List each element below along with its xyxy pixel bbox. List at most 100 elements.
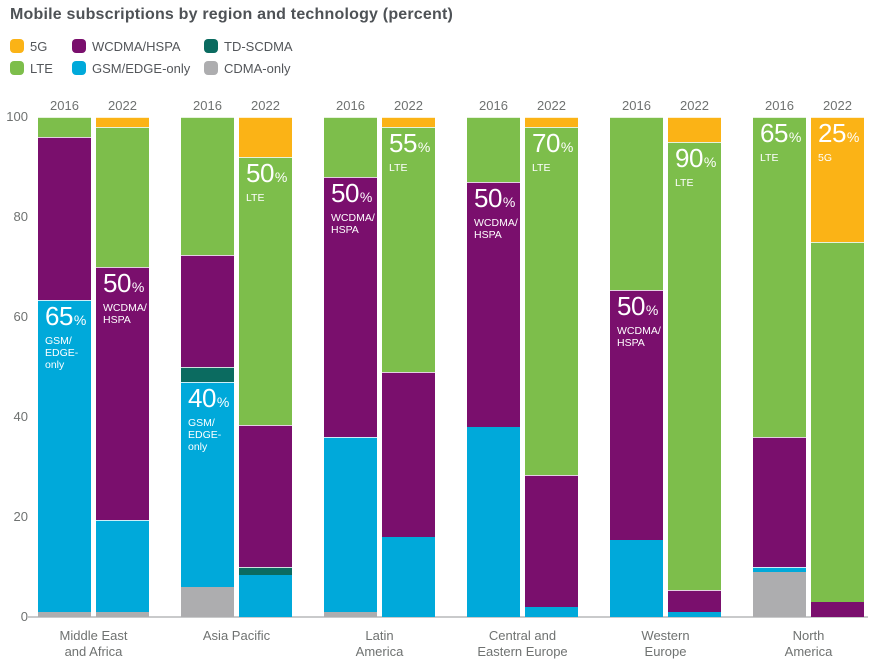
segment-5g — [525, 117, 578, 127]
axis-baseline — [28, 616, 868, 618]
segment-wcdma-hspa — [811, 602, 864, 617]
region-label-western-europe: Western Europe — [641, 628, 690, 659]
segment-lte — [610, 117, 663, 290]
callout-tech: WCDMA/ HSPA — [103, 302, 147, 326]
region-label-asia-pacific: Asia Pacific — [202, 628, 271, 643]
bar-central-and-eastern-europe-2022: 70% LTE — [525, 117, 578, 617]
callout-percent-sign: % — [274, 169, 287, 185]
bar-middle-east-and-africa-2022: 50% WCDMA/ HSPA — [96, 117, 149, 617]
segment-lte — [96, 127, 149, 267]
year-label-2022-central-and-eastern-europe: 2022 — [537, 98, 566, 113]
segment-gsm-edge-only — [382, 537, 435, 617]
callout-wcdma-hspa: 50% WCDMA/ HSPA — [474, 185, 519, 242]
segment-wcdma-hspa — [610, 289, 663, 540]
callout-percent: 65% — [760, 118, 801, 148]
y-axis-tick-80: 80 — [13, 209, 28, 224]
callout-lte: 65% LTE — [760, 118, 805, 165]
segment-lte — [239, 157, 292, 425]
callout-percent: 90% — [675, 143, 716, 173]
callout-percent: 25% — [818, 118, 859, 148]
year-label-2016-central-and-eastern-europe: 2016 — [479, 98, 508, 113]
segment-wcdma-hspa — [96, 267, 149, 520]
segment-wcdma-hspa — [382, 372, 435, 537]
y-axis-tick-100: 100 — [6, 109, 28, 124]
segment-gsm-edge-only — [181, 382, 234, 587]
year-label-2016-asia-pacific: 2016 — [193, 98, 222, 113]
callout-tech: GSM/ EDGE-only — [45, 334, 79, 371]
year-label-2022-latin-america: 2022 — [394, 98, 423, 113]
bar-group-middle-east-and-africa: 2016 65% GSM/ EDGE-only 2022 50% WCDMA/ HSPA M… — [38, 0, 149, 664]
callout-lte: 70% LTE — [532, 128, 577, 175]
callout-tech: WCDMA/ HSPA — [331, 212, 375, 236]
segment-lte — [382, 127, 435, 372]
segment-wcdma-hspa — [467, 182, 520, 427]
segment-gsm-edge-only — [610, 539, 663, 617]
callout-percent-sign: % — [560, 139, 573, 155]
segment-wcdma-hspa — [525, 474, 578, 607]
year-label-2022-western-europe: 2022 — [680, 98, 709, 113]
callout-gsm-edge-only: 65% GSM/ EDGE-only — [45, 302, 90, 371]
segment-5g — [811, 117, 864, 242]
segment-lte — [753, 117, 806, 437]
callout-tech: WCDMA/ HSPA — [617, 324, 661, 349]
region-label-middle-east-and-africa: Middle East and Africa — [59, 628, 128, 659]
year-label-2016-north-america: 2016 — [765, 98, 794, 113]
bar-western-europe-2016: 50% WCDMA/ HSPA — [610, 117, 663, 617]
region-label-central-and-eastern-europe: Central and Eastern Europe — [477, 628, 568, 659]
segment-cdma-only — [38, 612, 91, 617]
legend-label-gsm-edge-only: GSM/EDGE-only — [92, 61, 191, 76]
bar-latin-america-2016: 50% WCDMA/ HSPA — [324, 117, 377, 617]
bar-asia-pacific-2016: 40% GSM/ EDGE-only — [181, 117, 234, 617]
segment-cdma-only — [324, 612, 377, 617]
callout-tech: LTE — [389, 162, 408, 174]
legend-swatch-cdma-only — [204, 61, 218, 75]
callout-percent-sign: % — [788, 129, 801, 145]
segment-wcdma-hspa — [239, 424, 292, 567]
callout-tech: GSM/ EDGE-only — [188, 417, 222, 453]
callout-percent-sign: % — [645, 301, 658, 318]
y-axis-tick-40: 40 — [13, 409, 28, 424]
chart-title: Mobile subscriptions by region and techn… — [10, 6, 454, 23]
segment-cdma-only — [753, 572, 806, 617]
callout-gsm-edge-only: 40% GSM/ EDGE-only — [188, 383, 233, 454]
callout-tech: LTE — [246, 192, 265, 204]
callout-percent-sign: % — [502, 194, 515, 210]
y-axis-tick-0: 0 — [20, 609, 28, 624]
callout-percent: 50% — [103, 268, 144, 298]
segment-5g — [668, 117, 721, 142]
bar-western-europe-2022: 90% LTE — [668, 117, 721, 617]
y-axis-tick-20: 20 — [13, 509, 28, 524]
bar-group-central-and-eastern-europe: 2016 50% WCDMA/ HSPA 2022 70% LTE Central and … — [467, 0, 578, 664]
callout-lte: 50% LTE — [246, 160, 291, 205]
segment-wcdma-hspa — [668, 589, 721, 612]
callout-percent-sign: % — [216, 394, 229, 410]
segment-td-scdma — [239, 567, 292, 575]
bar-group-north-america: 2016 65% LTE 2022 25% 5G North America — [753, 0, 864, 664]
segment-5g — [239, 117, 292, 157]
callout-percent: 40% — [188, 383, 229, 413]
segment-lte — [324, 117, 377, 177]
bar-north-america-2022: 25% 5G — [811, 117, 864, 617]
year-label-2022-asia-pacific: 2022 — [251, 98, 280, 113]
callout-percent-sign: % — [846, 129, 859, 145]
year-label-2016-western-europe: 2016 — [622, 98, 651, 113]
callout-wcdma-hspa: 50% WCDMA/ HSPA — [617, 290, 662, 349]
segment-gsm-edge-only — [753, 567, 806, 572]
callout-percent-sign: % — [131, 279, 144, 295]
segment-wcdma-hspa — [753, 437, 806, 567]
segment-gsm-edge-only — [324, 437, 377, 612]
bar-middle-east-and-africa-2016: 65% GSM/ EDGE-only — [38, 117, 91, 617]
segment-lte — [811, 242, 864, 602]
callout-percent: 50% — [617, 290, 658, 321]
legend-label-cdma-only: CDMA-only — [224, 61, 291, 76]
callout-percent: 55% — [389, 128, 430, 158]
segment-gsm-edge-only — [38, 299, 91, 612]
bar-asia-pacific-2022: 50% LTE — [239, 117, 292, 617]
legend-swatch-gsm-edge-only — [72, 61, 86, 75]
segment-cdma-only — [181, 587, 234, 617]
callout-tech: LTE — [760, 152, 779, 164]
bar-group-western-europe: 2016 50% WCDMA/ HSPA 2022 90% LTE Western Euro… — [610, 0, 721, 664]
legend-swatch-wcdma-hspa — [72, 39, 86, 53]
bar-central-and-eastern-europe-2016: 50% WCDMA/ HSPA — [467, 117, 520, 617]
callout-percent: 70% — [532, 128, 573, 158]
